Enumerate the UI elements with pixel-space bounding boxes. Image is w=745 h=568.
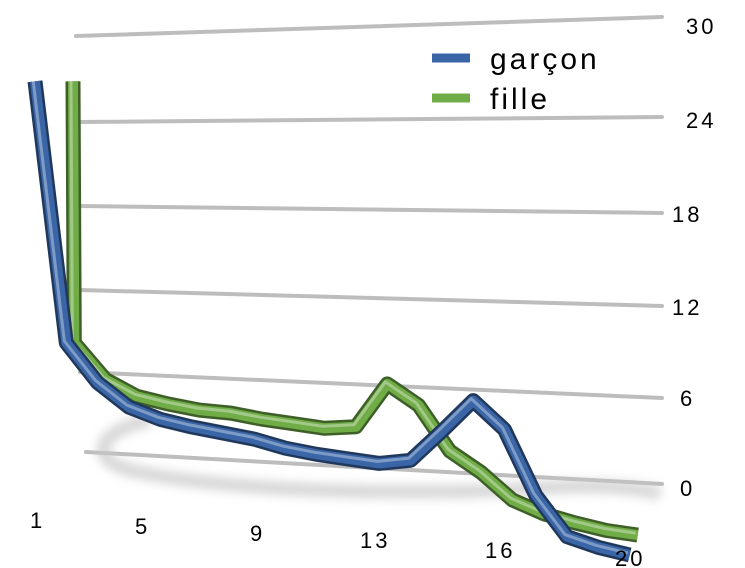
x-tick-label: 9 [250,521,265,546]
legend-label-fille: fille [490,83,550,116]
legend: garçon fille [432,43,600,116]
series-line-fille [68,81,639,541]
line-shadow [96,413,662,501]
x-tick-label: 5 [135,514,150,539]
y-tick-label: 18 [672,202,702,227]
gridline [74,15,664,38]
gridlines [74,15,664,486]
legend-label-garcon: garçon [490,43,600,76]
y-tick-label: 0 [680,476,695,501]
series-line-garcon [30,80,631,560]
series-line-fille-highlight [69,79,636,535]
x-tick-label: 1 [30,508,45,533]
series-lines [27,79,639,563]
y-tick-label: 6 [680,386,695,411]
x-tick-label: 13 [360,528,390,553]
x-tick-label: 20 [615,546,645,568]
gridline [78,288,664,308]
gridline [78,204,664,215]
y-axis-ticks: 0 6 12 18 24 30 [672,14,716,501]
y-tick-label: 12 [672,295,702,320]
gridline [78,370,664,400]
x-axis-ticks: 1 5 9 13 16 20 [30,508,645,568]
y-tick-label: 24 [686,108,716,133]
line-shadow-floor [96,413,662,501]
gridline [78,115,664,124]
x-tick-label: 16 [485,538,515,563]
series-line-garcon-highlight [31,79,629,555]
y-tick-label: 30 [686,14,716,39]
